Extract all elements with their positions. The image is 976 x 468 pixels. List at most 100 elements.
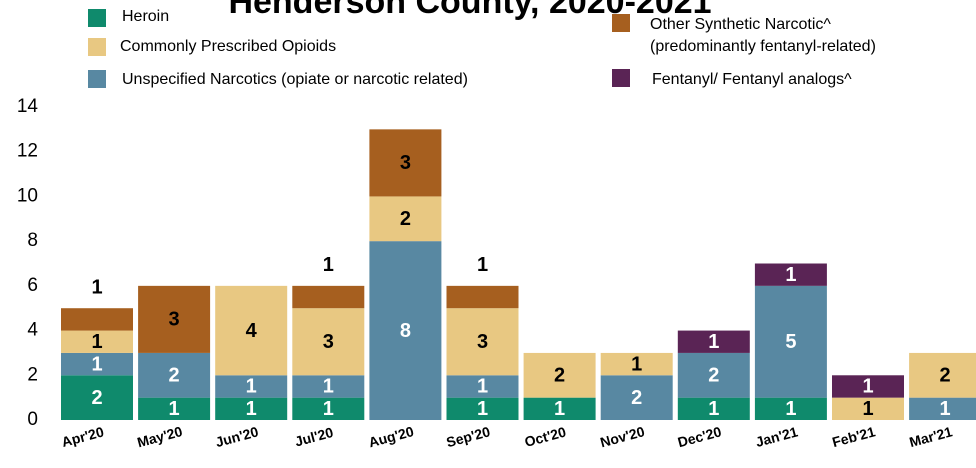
legend-label: Commonly Prescribed Opioids xyxy=(120,38,337,55)
data-label: 1 xyxy=(708,398,719,420)
x-tick-label: Jan'21 xyxy=(754,423,800,450)
data-label: 1 xyxy=(323,254,334,276)
data-label: 1 xyxy=(477,376,488,398)
data-label: 1 xyxy=(940,398,951,420)
data-label: 1 xyxy=(91,276,102,298)
data-label: 1 xyxy=(246,398,257,420)
data-label: 2 xyxy=(169,365,180,387)
y-tick-label: 10 xyxy=(17,185,38,206)
data-label: 1 xyxy=(785,398,796,420)
bar-segment xyxy=(446,375,519,398)
legend-swatch xyxy=(612,69,630,87)
bar-segment xyxy=(909,397,976,420)
data-label: 4 xyxy=(246,320,258,342)
data-label: 2 xyxy=(400,208,411,230)
data-label: 1 xyxy=(631,353,642,375)
data-label: 1 xyxy=(708,331,719,353)
data-label: 1 xyxy=(323,376,334,398)
bar-segment xyxy=(138,285,211,353)
bar-segment xyxy=(138,397,211,420)
y-tick-label: 6 xyxy=(27,275,38,296)
x-tick-label: Jul'20 xyxy=(293,424,335,450)
bar-segment xyxy=(292,375,365,398)
bar-segment xyxy=(61,352,133,376)
bar-segment xyxy=(369,241,442,420)
x-tick-label: Apr'20 xyxy=(60,423,106,450)
data-label: 1 xyxy=(477,254,488,276)
bar-segment xyxy=(215,397,288,420)
bar-segment xyxy=(754,397,827,420)
y-tick-label: 8 xyxy=(27,230,38,251)
bar-segment xyxy=(754,263,827,286)
data-label: 3 xyxy=(323,331,334,353)
bar-segment xyxy=(61,375,133,420)
bar-segment xyxy=(215,285,288,376)
legend-label: Heroin xyxy=(122,8,170,25)
data-label: 1 xyxy=(862,376,873,398)
legend-swatch xyxy=(612,14,630,32)
bar-segment xyxy=(832,397,904,420)
bar-segment xyxy=(369,129,442,197)
x-tick-label: Feb'21 xyxy=(830,423,877,450)
data-label: 2 xyxy=(708,365,719,387)
bar-segment xyxy=(523,397,596,420)
bar-segment xyxy=(600,352,673,376)
legend-label: Fentanyl/ Fentanyl analogs^ xyxy=(652,71,852,88)
x-tick-label: Jun'20 xyxy=(214,423,261,450)
data-label: 1 xyxy=(91,331,102,353)
bar-segment xyxy=(677,352,750,398)
bar-segment xyxy=(292,308,365,376)
data-label: 2 xyxy=(91,387,102,409)
y-tick-label: 0 xyxy=(27,409,38,430)
bar-segment xyxy=(909,352,976,398)
y-tick-label: 12 xyxy=(17,141,38,162)
data-label: 1 xyxy=(477,398,488,420)
bar-segment xyxy=(600,375,673,420)
bar-segment xyxy=(215,375,288,398)
bar-segment xyxy=(446,308,519,376)
chart-title: Henderson County, 2020-2021 xyxy=(228,0,711,21)
y-tick-label: 14 xyxy=(17,96,39,117)
data-label: 2 xyxy=(940,365,951,387)
x-tick-label: Sep'20 xyxy=(445,423,492,450)
bar-segment xyxy=(61,308,133,331)
data-label: 1 xyxy=(169,398,180,420)
data-label: 1 xyxy=(246,376,257,398)
bar-segment xyxy=(369,196,442,242)
data-label: 8 xyxy=(400,320,411,342)
legend-swatch xyxy=(88,70,106,88)
bar-segment xyxy=(292,397,365,420)
bar-segment xyxy=(523,352,596,398)
legend-swatch xyxy=(88,38,106,56)
legend-label: Unspecified Narcotics (opiate or narcoti… xyxy=(122,71,468,88)
y-tick-label: 4 xyxy=(27,320,38,341)
bar-segment xyxy=(677,397,750,420)
bar-segment xyxy=(754,285,827,398)
data-label: 1 xyxy=(862,398,873,420)
data-label: 5 xyxy=(785,331,796,353)
x-tick-label: Dec'20 xyxy=(676,423,723,450)
bar-segment xyxy=(292,285,365,309)
data-label: 1 xyxy=(785,264,796,286)
data-label: 3 xyxy=(400,152,411,174)
x-tick-label: Oct'20 xyxy=(523,423,568,449)
data-label: 2 xyxy=(554,365,565,387)
bar-segment xyxy=(832,375,904,398)
x-tick-label: Nov'20 xyxy=(598,423,646,450)
data-label: 2 xyxy=(631,387,642,409)
bar-segment xyxy=(446,397,519,420)
bar-segment xyxy=(138,352,211,398)
legend-swatch xyxy=(88,9,106,27)
data-label: 3 xyxy=(477,331,488,353)
data-label: 1 xyxy=(554,398,565,420)
y-tick-label: 2 xyxy=(27,364,38,385)
bar-segment xyxy=(61,330,133,353)
bar-segment xyxy=(677,330,750,353)
bar-segment xyxy=(446,285,519,309)
x-tick-label: May'20 xyxy=(135,423,184,450)
legend-label: Other Synthetic Narcotic^ (predominantly… xyxy=(650,16,876,55)
data-label: 1 xyxy=(91,353,102,375)
x-tick-label: Mar'21 xyxy=(908,423,955,450)
